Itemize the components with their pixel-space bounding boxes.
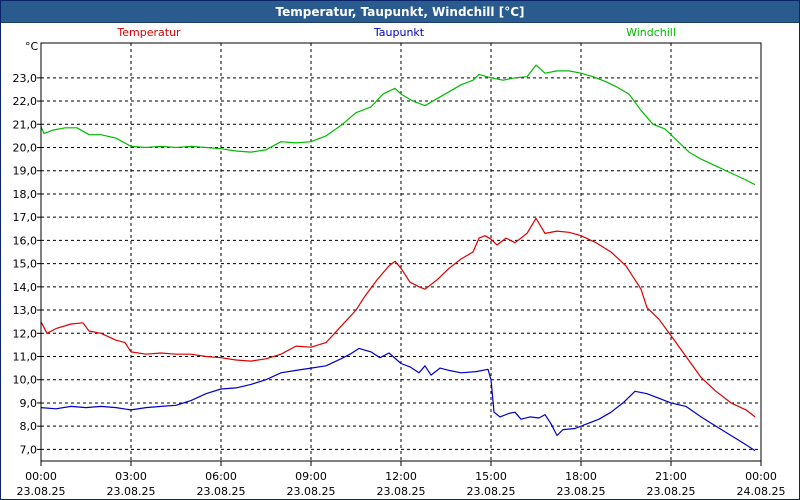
y-tick-label: 9,0: [20, 397, 38, 410]
x-tick-time-label: 00:00: [25, 470, 57, 483]
y-tick-label: 17,0: [13, 211, 38, 224]
y-tick-label: 19,0: [13, 165, 38, 178]
legend-label-temperatur: Temperatur: [116, 26, 181, 39]
x-tick-time-label: 00:00: [745, 470, 777, 483]
y-tick-label: 10,0: [13, 374, 38, 387]
chart-series: [40, 64, 756, 452]
y-tick-label: 22,0: [13, 95, 38, 108]
x-tick-time-label: 12:00: [385, 470, 417, 483]
x-tick-time-label: 06:00: [205, 470, 237, 483]
y-tick-label: 15,0: [13, 258, 38, 271]
y-tick-label: 16,0: [13, 234, 38, 247]
x-tick-date-label: 23.08.25: [107, 485, 156, 498]
series-line-windchill: [40, 64, 756, 186]
window-title: Temperatur, Taupunkt, Windchill [°C]: [1, 1, 799, 23]
y-tick-label: 12,0: [13, 327, 38, 340]
plot-frame: [40, 42, 762, 462]
x-tick-date-label: 23.08.25: [467, 485, 516, 498]
x-tick-time-label: 09:00: [295, 470, 327, 483]
y-tick-label: 18,0: [13, 188, 38, 201]
x-tick-time-label: 03:00: [115, 470, 147, 483]
x-tick-date-label: 23.08.25: [197, 485, 246, 498]
legend-label-windchill: Windchill: [626, 26, 676, 39]
y-tick-label: 13,0: [13, 304, 38, 317]
y-tick-label: 8,0: [20, 420, 38, 433]
chart-legend: Temperatur Taupunkt Windchill: [116, 26, 676, 39]
series-line-temperatur: [40, 217, 756, 418]
x-tick-date-label: 23.08.25: [377, 485, 426, 498]
x-tick-date-label: 23.08.25: [17, 485, 66, 498]
x-tick-time-label: 15:00: [475, 470, 507, 483]
y-tick-label: 23,0: [13, 72, 38, 85]
x-tick-time-label: 18:00: [565, 470, 597, 483]
y-tick-label: 11,0: [13, 351, 38, 364]
x-tick-date-label: 23.08.25: [647, 485, 696, 498]
y-tick-label: 21,0: [13, 118, 38, 131]
chart-axes: 7,0 8,0 9,0 10,0 11,0 12,0 13,0 14,0 15,0 16,0 17,…: [13, 40, 786, 498]
series-line-taupunkt: [40, 347, 756, 452]
y-tick-label: 7,0: [20, 443, 38, 456]
y-tick-label: 20,0: [13, 142, 38, 155]
legend-label-taupunkt: Taupunkt: [373, 26, 425, 39]
x-tick-date-label: 23.08.25: [557, 485, 606, 498]
y-tick-label: 14,0: [13, 281, 38, 294]
x-tick-date-label: 23.08.25: [287, 485, 336, 498]
chart-grid: [41, 43, 761, 461]
x-tick-date-label: 24.08.25: [737, 485, 786, 498]
x-tick-time-label: 21:00: [655, 470, 687, 483]
y-axis-unit-label: °C: [25, 40, 39, 53]
